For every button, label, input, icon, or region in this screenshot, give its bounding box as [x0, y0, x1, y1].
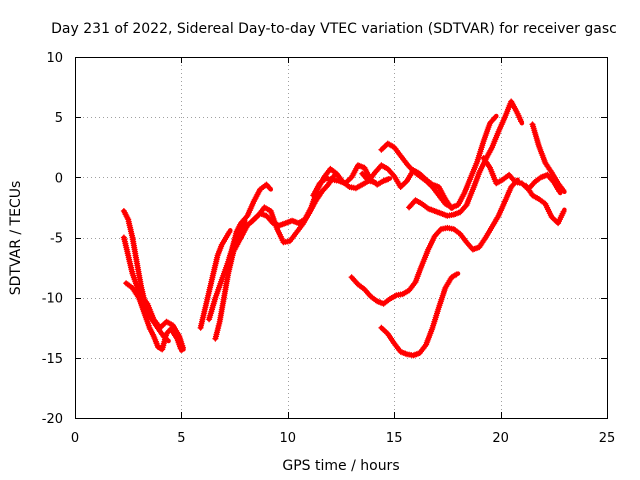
data-series	[406, 98, 525, 219]
data-series	[378, 113, 499, 211]
chart-title: Day 231 of 2022, Sidereal Day-to-day VTE…	[51, 21, 617, 37]
series-markers	[248, 173, 337, 246]
series-markers	[123, 280, 184, 353]
ticks	[75, 57, 608, 419]
x-axis-label: GPS time / hours	[282, 458, 399, 474]
data-series	[120, 234, 186, 352]
y-axis-label: SDTVAR / TECUs	[8, 181, 24, 296]
y-tick-label: 0	[55, 171, 63, 186]
series-markers	[378, 271, 460, 359]
y-tick-label: -15	[42, 352, 63, 367]
data-series	[197, 228, 233, 331]
x-tick-label: 25	[599, 431, 616, 446]
data-series	[248, 172, 337, 246]
x-tick-label: 10	[280, 431, 297, 446]
series-markers	[523, 182, 567, 227]
series-markers	[348, 178, 520, 307]
data-series	[378, 271, 461, 359]
data-series	[529, 121, 567, 195]
data-series	[359, 162, 454, 211]
data-series	[123, 280, 184, 353]
data-series	[523, 182, 567, 227]
series-markers	[197, 229, 233, 331]
y-tick-label: -20	[42, 412, 63, 427]
data-series	[348, 177, 520, 307]
series-markers	[120, 234, 186, 351]
series-markers	[378, 114, 499, 211]
series-track	[232, 166, 378, 252]
x-tick-label: 20	[492, 431, 509, 446]
y-tick-label: 10	[46, 51, 63, 66]
tick-labels: 0 5 10 15 20 25 -20 -15 -10 -5 0 5 10	[42, 51, 616, 446]
x-tick-label: 5	[177, 431, 185, 446]
x-tick-label: 0	[71, 431, 79, 446]
data-series	[212, 218, 248, 342]
y-tick-label: -10	[42, 292, 63, 307]
series-markers	[529, 121, 567, 194]
grid	[75, 57, 607, 418]
y-tick-label: -5	[50, 232, 63, 247]
series-markers	[406, 98, 524, 219]
series-markers	[359, 162, 454, 210]
series-group	[120, 98, 567, 359]
x-tick-label: 15	[386, 431, 403, 446]
y-tick-label: 5	[55, 111, 63, 126]
